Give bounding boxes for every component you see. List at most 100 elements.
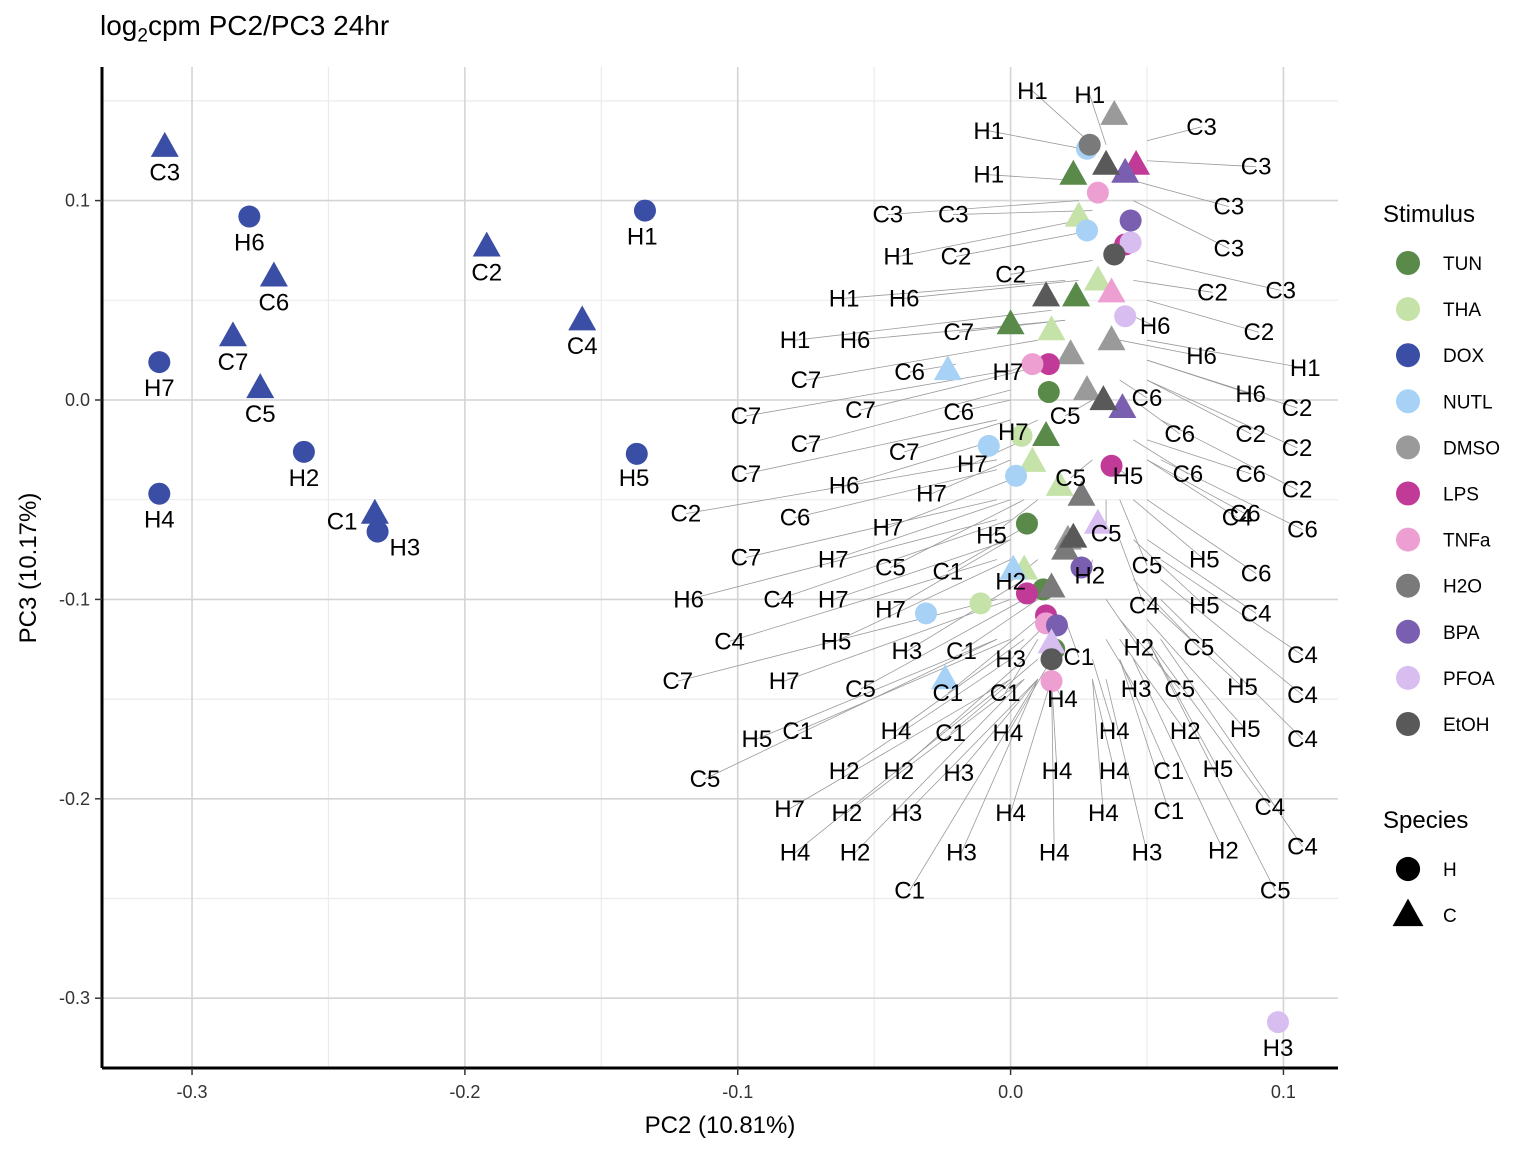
data-point (1072, 375, 1101, 401)
y-axis-title: PC3 (10.17%) (15, 493, 42, 644)
point-label: C4 (1254, 794, 1285, 821)
point-label: C1 (1153, 758, 1184, 785)
data-point (1097, 325, 1126, 351)
point-label: C3 (872, 202, 903, 229)
leader-line (1133, 579, 1200, 648)
data-point (1062, 281, 1091, 307)
point-label: C7 (943, 319, 974, 346)
data-point (1097, 277, 1126, 303)
point-label: H1 (627, 223, 658, 250)
leader-line (887, 479, 1011, 528)
legend-key (1396, 712, 1420, 736)
legend-key (1396, 343, 1420, 368)
data-point (1266, 1011, 1289, 1034)
point-label: C4 (1129, 592, 1160, 619)
point-label: H5 (1230, 716, 1261, 743)
point-label: H3 (943, 760, 974, 787)
point-label: C6 (1230, 501, 1261, 528)
data-point (1018, 446, 1047, 472)
leader-line (1160, 459, 1303, 530)
data-point (1005, 464, 1028, 487)
point-label: H2 (995, 568, 1026, 595)
leader-line (961, 599, 1039, 652)
legend-label: H2O (1443, 577, 1482, 598)
chart-title: log2cpm PC2/PC3 24hr (100, 10, 390, 47)
point-label: C1 (782, 718, 813, 745)
point-label: C4 (1287, 682, 1318, 709)
leader-line (855, 319, 1066, 341)
leader-line (844, 279, 1066, 299)
data-point (246, 373, 275, 399)
point-label: H7 (993, 359, 1024, 386)
legend-key (1392, 898, 1424, 927)
point-label: C5 (1260, 878, 1291, 905)
point-label: C6 (1132, 385, 1163, 412)
point-label: C4 (567, 333, 598, 360)
x-tick-label: -0.2 (449, 1082, 480, 1102)
point-label: H7 (957, 451, 988, 478)
point-label: C2 (1282, 477, 1313, 504)
point-label: C2 (671, 501, 702, 528)
leader-line (1089, 94, 1107, 145)
data-point (366, 520, 389, 543)
point-label: C3 (1214, 235, 1245, 262)
data-point (1103, 243, 1126, 266)
legend-label: DMSO (1443, 438, 1500, 459)
leader-line (1146, 379, 1298, 449)
leader-line (835, 559, 1011, 642)
leader-line (745, 369, 1011, 417)
point-label: C2 (1282, 435, 1313, 462)
leader-line (1105, 679, 1148, 853)
data-point (999, 554, 1028, 580)
point-label: C3 (1186, 114, 1217, 141)
legend-key (1396, 665, 1420, 690)
legend-key (1396, 297, 1420, 322)
leader-line (794, 678, 1011, 853)
point-label: C4 (763, 586, 794, 613)
point-label: H5 (1189, 592, 1220, 619)
leader-line (843, 658, 1011, 772)
point-label: H6 (840, 327, 871, 354)
leader-line (794, 469, 998, 519)
data-point (1100, 454, 1123, 477)
legend-key (1396, 573, 1420, 598)
point-label: H2 (883, 758, 914, 785)
point-label: C7 (218, 349, 249, 376)
leader-line (1092, 659, 1115, 732)
data-point (1111, 157, 1140, 183)
leader-line (833, 499, 1011, 560)
leader-line (797, 638, 1011, 732)
legend-label: TNFa (1443, 531, 1491, 552)
leader-line (1092, 679, 1115, 771)
leader-line (1133, 399, 1180, 435)
leader-line (895, 638, 1025, 732)
leader-line (1119, 659, 1170, 772)
leader-line (931, 459, 1011, 495)
point-label: H7 (818, 586, 849, 613)
leader-line (950, 658, 1039, 734)
point-label: H1 (780, 327, 811, 354)
point-label: H5 (1189, 547, 1220, 574)
leader-line (1146, 599, 1243, 688)
leader-line (833, 539, 1011, 600)
data-point (1070, 556, 1093, 579)
leader-line (1146, 639, 1219, 770)
point-label: C4 (1241, 600, 1272, 627)
data-point (259, 261, 288, 287)
data-point (1040, 648, 1063, 671)
leader-line (1146, 539, 1257, 614)
point-label: H5 (1113, 463, 1144, 490)
data-point (1037, 353, 1060, 376)
point-label: H7 (774, 796, 805, 823)
data-points (148, 99, 1289, 1034)
point-label: C6 (1164, 421, 1195, 448)
leader-line (745, 499, 998, 558)
legend-label: C (1443, 906, 1457, 927)
point-label: H3 (892, 638, 923, 665)
data-point (933, 355, 962, 381)
point-label: C3 (149, 160, 180, 187)
leader-line (947, 619, 1039, 694)
leader-line (1051, 679, 1055, 853)
point-label: H1 (973, 118, 1004, 145)
legend-title-stimulus: Stimulus (1383, 201, 1475, 228)
